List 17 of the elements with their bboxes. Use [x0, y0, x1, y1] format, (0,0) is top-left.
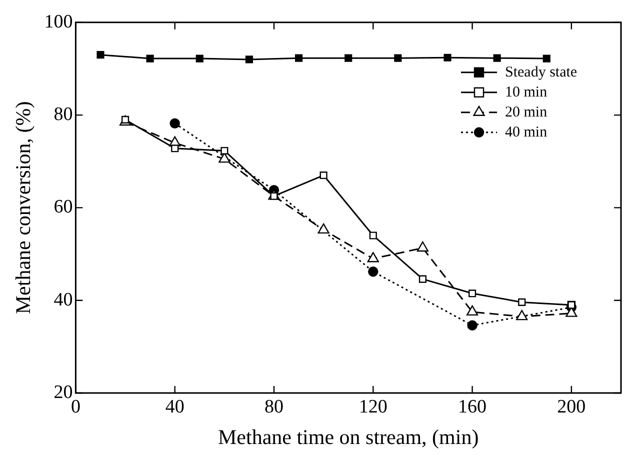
x-tick-label: 80: [264, 396, 284, 418]
y-tick-label: 40: [54, 289, 73, 310]
y-tick-label: 100: [44, 11, 73, 32]
y-tick-label: 80: [54, 104, 73, 126]
x-tick-label: 200: [557, 396, 586, 418]
x-tick-label: 120: [358, 396, 388, 418]
x-tick-label: 0: [70, 396, 80, 418]
x-tick-label: 160: [458, 396, 487, 418]
legend-label: 40 min: [505, 124, 548, 140]
legend-label: 10 min: [505, 84, 548, 100]
y-tick-label: 60: [54, 196, 73, 218]
legend-label: 20 min: [505, 104, 548, 120]
x-axis-title: Methane time on stream, (min): [218, 424, 479, 449]
y-axis-title: Methane conversion, (%): [11, 101, 36, 314]
x-tick-label: 40: [165, 396, 184, 418]
legend-label: Steady state: [505, 64, 578, 80]
y-tick-label: 20: [54, 382, 73, 403]
